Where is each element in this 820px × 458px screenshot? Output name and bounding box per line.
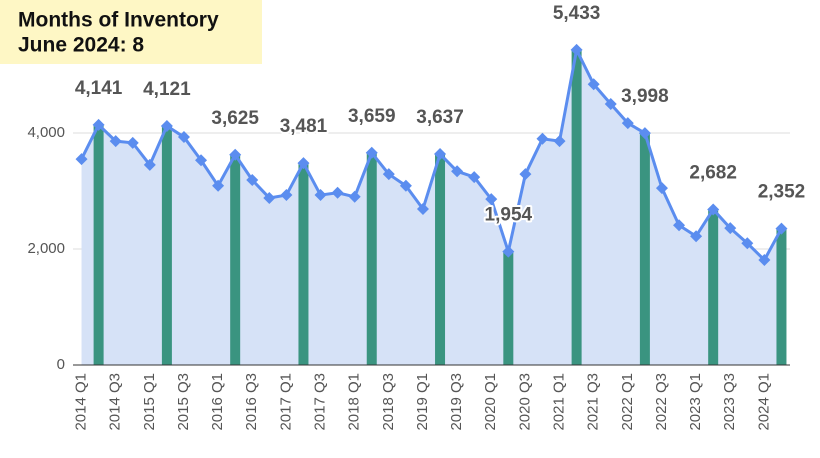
chart-title: Months of Inventory [18, 9, 219, 32]
bar [571, 49, 582, 366]
x-tick-label: 2016 Q1 [209, 373, 226, 431]
chart-subtitle: June 2024: 8 [18, 34, 144, 57]
x-tick-label: 2018 Q1 [346, 373, 363, 431]
point [587, 78, 600, 91]
point [382, 168, 395, 181]
y-tick-label: 4,000 [27, 124, 65, 141]
point [707, 203, 720, 216]
x-tick-label: 2023 Q3 [721, 373, 738, 431]
data-label: 4,121 [143, 79, 191, 100]
bar [776, 228, 787, 365]
bar [708, 209, 719, 365]
point [451, 165, 464, 178]
x-tick-label: 2014 Q3 [107, 373, 124, 431]
x-tick-label: 2015 Q1 [141, 373, 158, 431]
x-tick-label: 2020 Q1 [482, 373, 499, 431]
x-tick-label: 2018 Q3 [380, 373, 397, 431]
plot-area: 0 2,000 4,000 4,141 4,121 3,625 3,481 3,659 3,63… [27, 1, 807, 431]
bar [161, 125, 172, 366]
point [280, 189, 293, 202]
point [399, 179, 412, 192]
point [263, 191, 276, 204]
point [246, 173, 259, 186]
point [519, 168, 532, 181]
x-tick-label: 2023 Q1 [687, 373, 704, 431]
point [75, 153, 88, 166]
point [604, 98, 617, 110]
bar [503, 251, 514, 365]
point [621, 117, 634, 130]
point [229, 148, 242, 161]
y-tick-label: 0 [57, 356, 65, 373]
data-label: 2,352 [758, 182, 806, 203]
data-label: 3,998 [621, 86, 669, 107]
area [81, 49, 782, 366]
data-label: 3,659 [348, 106, 396, 127]
point [365, 146, 378, 159]
point [126, 136, 139, 149]
data-label: 5,433 [553, 3, 601, 24]
x-tick-label: 2019 Q1 [414, 373, 431, 431]
line [80, 48, 783, 262]
x-tick-label: 2021 Q1 [551, 373, 568, 431]
bar [639, 133, 650, 365]
data-label: 4,141 [75, 78, 123, 99]
point [160, 119, 173, 132]
x-tick-label: 2024 Q1 [755, 373, 772, 431]
x-tick-label: 2020 Q3 [516, 373, 533, 431]
point [724, 222, 737, 235]
bar [366, 152, 377, 365]
bar [298, 163, 309, 365]
point [177, 131, 190, 144]
point [195, 154, 208, 167]
point [468, 171, 481, 184]
point [348, 190, 361, 203]
x-tick-label: 2017 Q1 [277, 373, 294, 431]
point [741, 237, 754, 250]
point [314, 189, 327, 202]
point [416, 202, 429, 215]
data-label: 3,625 [211, 108, 259, 129]
x-tick-label: 2019 Q3 [448, 373, 465, 431]
point [92, 118, 105, 131]
x-tick-label: 2021 Q3 [585, 373, 602, 431]
bar [435, 154, 446, 365]
point [570, 43, 583, 56]
x-tick-label: 2015 Q3 [175, 373, 192, 431]
data-label: 2,682 [689, 162, 737, 183]
point [638, 127, 651, 140]
data-label: 3,637 [416, 107, 464, 128]
point [673, 219, 686, 232]
x-tick-label: 2022 Q1 [619, 373, 636, 431]
point [331, 186, 344, 199]
data-label: 3,481 [280, 116, 328, 137]
point [502, 245, 515, 258]
point [655, 182, 668, 195]
x-tick-label: 2016 Q3 [243, 373, 260, 431]
point [775, 222, 788, 235]
point [553, 135, 566, 148]
x-tick-label: 2017 Q3 [312, 373, 329, 431]
bar [230, 154, 241, 365]
title-box [0, 0, 262, 64]
point [212, 179, 225, 192]
point [143, 158, 156, 171]
point [758, 254, 771, 267]
point [536, 132, 549, 145]
y-tick-label: 2,000 [27, 240, 65, 257]
point [297, 157, 310, 170]
point [690, 230, 703, 243]
x-tick-label: 2014 Q1 [73, 373, 90, 431]
bar [93, 124, 104, 366]
x-tick-label: 2022 Q3 [653, 373, 670, 431]
point [434, 148, 447, 161]
data-label: 1,954 [485, 205, 533, 226]
point [109, 135, 122, 148]
point [485, 193, 498, 206]
